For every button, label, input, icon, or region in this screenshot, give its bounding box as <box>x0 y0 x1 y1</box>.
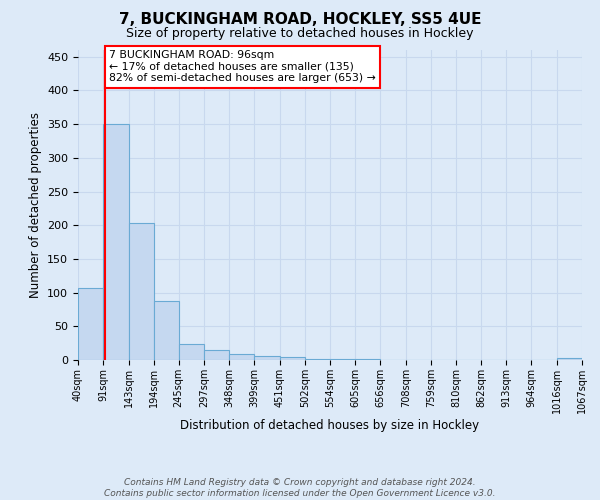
Bar <box>305 358 330 360</box>
Bar <box>78 288 103 360</box>
Bar <box>557 358 582 360</box>
Bar <box>103 124 128 360</box>
Text: 7, BUCKINGHAM ROAD, HOCKLEY, SS5 4UE: 7, BUCKINGHAM ROAD, HOCKLEY, SS5 4UE <box>119 12 481 28</box>
Bar <box>254 356 280 360</box>
Bar <box>154 300 179 360</box>
X-axis label: Distribution of detached houses by size in Hockley: Distribution of detached houses by size … <box>181 418 479 432</box>
Bar <box>204 350 229 360</box>
Text: Contains HM Land Registry data © Crown copyright and database right 2024.
Contai: Contains HM Land Registry data © Crown c… <box>104 478 496 498</box>
Y-axis label: Number of detached properties: Number of detached properties <box>29 112 41 298</box>
Bar <box>229 354 254 360</box>
Text: 7 BUCKINGHAM ROAD: 96sqm
← 17% of detached houses are smaller (135)
82% of semi-: 7 BUCKINGHAM ROAD: 96sqm ← 17% of detach… <box>109 50 376 84</box>
Text: Size of property relative to detached houses in Hockley: Size of property relative to detached ho… <box>126 28 474 40</box>
Bar <box>179 344 204 360</box>
Bar <box>128 223 154 360</box>
Bar <box>280 358 305 360</box>
